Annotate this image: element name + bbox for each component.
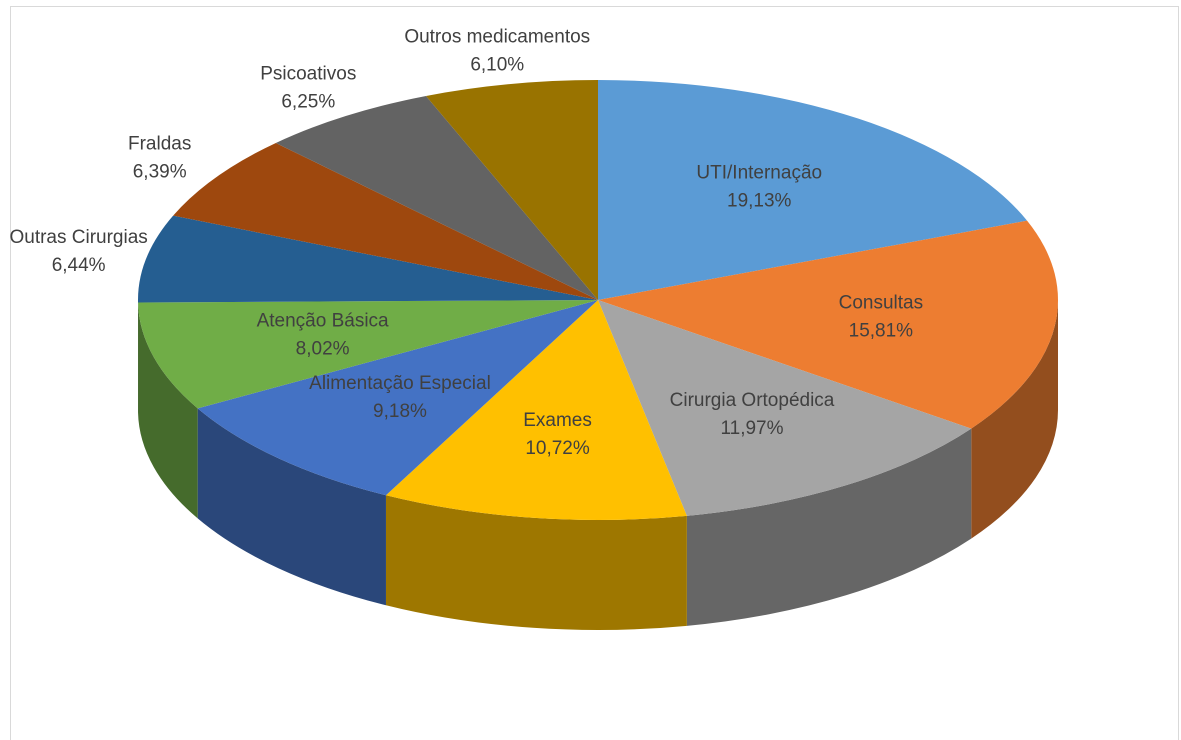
slice-value-label: 6,25% <box>281 91 335 112</box>
slice-label: Exames <box>523 410 592 431</box>
slice-label: Outros medicamentos <box>404 27 590 48</box>
slice <box>385 300 687 520</box>
slice-side <box>138 302 198 519</box>
slice-side <box>197 408 386 606</box>
slice <box>138 300 598 409</box>
slice-value-label: 6,10% <box>470 55 524 76</box>
slice-value-label: 19,13% <box>727 191 792 212</box>
slice-value-label: 6,39% <box>133 161 187 182</box>
slice <box>598 220 1058 429</box>
slice-side <box>385 495 687 630</box>
slice <box>173 142 599 300</box>
slice-value-label: 11,97% <box>720 418 783 439</box>
slice-label: Atenção Básica <box>257 310 389 331</box>
slice-value-label: 6,44% <box>52 255 106 276</box>
slice <box>137 215 598 303</box>
slice-value-label: 15,81% <box>849 320 914 341</box>
slice-value-label: 8,02% <box>296 338 350 359</box>
slice <box>598 300 972 516</box>
slice-label: Psicoativos <box>260 63 356 84</box>
slice-side <box>686 428 972 626</box>
slice <box>425 80 598 300</box>
slice-label: Consultas <box>839 292 924 313</box>
slice-label: UTI/Internação <box>696 163 822 184</box>
chart-frame <box>10 6 1179 740</box>
slice <box>275 95 598 300</box>
slice-label: Fraldas <box>128 133 191 154</box>
slice <box>197 300 598 496</box>
slice-value-label: 9,18% <box>373 401 427 422</box>
slice-label: Outras Cirurgias <box>9 227 147 248</box>
slice-side <box>971 300 1058 539</box>
slice-label: Cirurgia Ortopédica <box>670 390 835 411</box>
slice <box>598 80 1028 300</box>
slice-value-label: 10,72% <box>525 438 590 459</box>
slice-label: Alimentação Especial <box>309 373 491 394</box>
